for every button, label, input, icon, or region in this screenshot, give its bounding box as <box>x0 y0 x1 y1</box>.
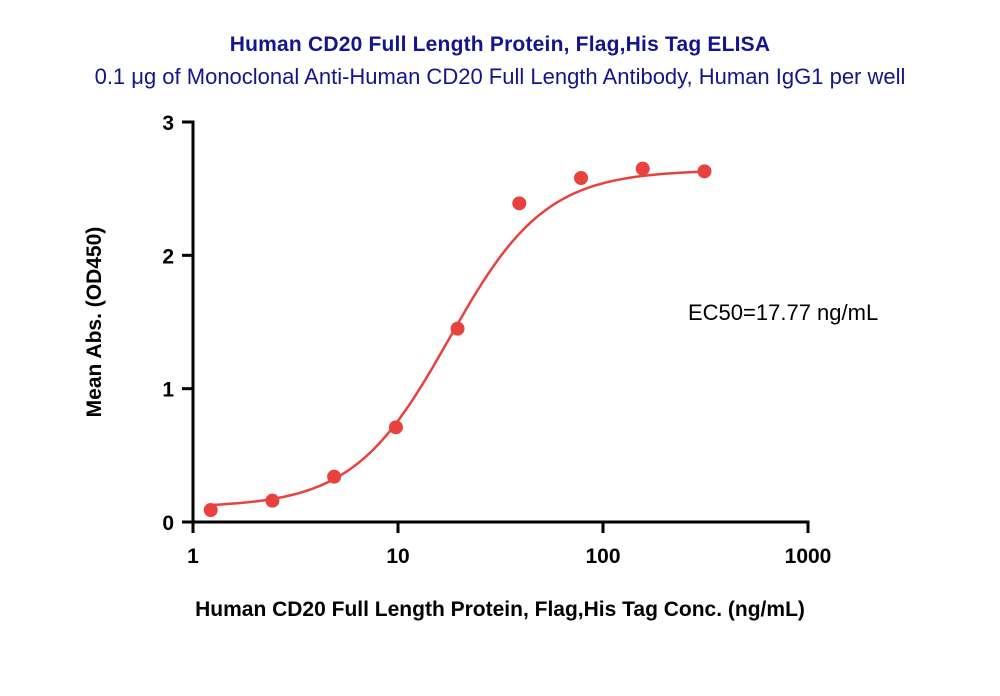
y-tick-label: 2 <box>162 245 174 268</box>
y-tick-label: 3 <box>162 112 174 135</box>
data-point <box>635 161 650 176</box>
y-tick-label: 1 <box>162 379 174 402</box>
y-axis-label: Mean Abs. (OD450) <box>83 226 106 418</box>
fit-curve <box>210 170 705 507</box>
ec50-annotation: EC50=17.77 ng/mL <box>688 300 879 325</box>
x-tick-label: 1 <box>187 545 199 568</box>
x-axis-label: Human CD20 Full Length Protein, Flag,His… <box>195 598 805 621</box>
data-point <box>327 469 342 484</box>
x-tick-label: 100 <box>585 545 620 568</box>
y-tick-label: 0 <box>162 512 174 535</box>
chart-subtitle: 0.1 μg of Monoclonal Anti-Human CD20 Ful… <box>94 64 906 89</box>
data-point <box>574 171 589 185</box>
data-point <box>265 493 280 508</box>
data-point <box>697 164 712 179</box>
data-point <box>203 503 218 517</box>
x-tick-label: 10 <box>386 545 409 568</box>
data-point <box>388 420 403 435</box>
x-tick-label: 1000 <box>785 545 832 568</box>
data-point <box>450 321 465 336</box>
chart-title: Human CD20 Full Length Protein, Flag,His… <box>229 33 771 56</box>
data-point <box>512 196 527 211</box>
